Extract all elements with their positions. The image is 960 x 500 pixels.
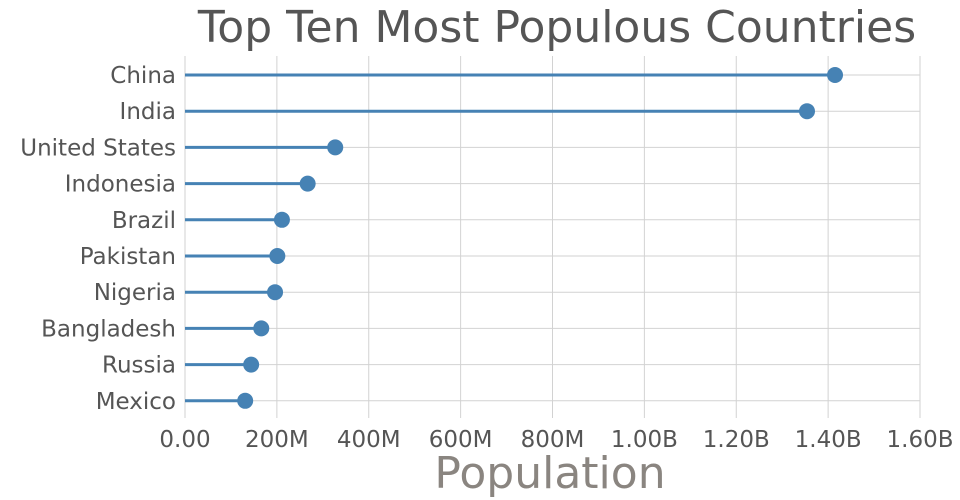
x-tick-label: 200M	[245, 427, 309, 453]
chart-title: Top Ten Most Populous Countries	[197, 2, 916, 53]
markers	[237, 67, 844, 409]
x-tick-label: 0.00	[159, 427, 210, 453]
x-tick-labels: 0.00 200M 400M 600M 800M 1.00B 1.20B 1.40B 1.60B	[159, 427, 953, 453]
lollipop-marker	[273, 211, 290, 228]
lollipop-marker	[253, 320, 270, 337]
stems	[185, 73, 836, 403]
x-tick-label: 1.40B	[795, 427, 862, 453]
lollipop-marker	[327, 139, 344, 156]
lollipop-marker	[299, 175, 316, 192]
lollipop-marker	[237, 392, 254, 409]
lollipop-marker	[243, 356, 260, 373]
y-tick-label: Pakistan	[80, 244, 176, 270]
lollipop-marker	[267, 284, 284, 301]
y-tick-label: Mexico	[96, 389, 176, 415]
y-tick-label: Indonesia	[65, 172, 176, 198]
x-tick-label: 1.00B	[611, 427, 678, 453]
x-tick-label: 600M	[429, 427, 493, 453]
x-tick-label: 400M	[337, 427, 401, 453]
y-tick-label: Russia	[102, 353, 176, 379]
lollipop-marker	[798, 103, 815, 120]
y-tick-label: Bangladesh	[41, 316, 176, 342]
lollipop-marker	[269, 248, 286, 264]
y-tick-label: India	[120, 99, 176, 125]
y-tick-labels: China India United States Indonesia Brazil Pa…	[20, 63, 176, 415]
lollipop-marker	[827, 67, 844, 83]
x-tick-label: 1.60B	[887, 427, 954, 453]
x-tick-label: 1.20B	[703, 427, 770, 453]
y-tick-label: United States	[20, 135, 176, 161]
x-axis-label: Population	[434, 448, 665, 499]
x-tick-label: 800M	[521, 427, 585, 453]
y-tick-label: China	[110, 63, 176, 89]
y-tick-label: Brazil	[112, 208, 176, 234]
y-tick-label: Nigeria	[94, 280, 176, 306]
